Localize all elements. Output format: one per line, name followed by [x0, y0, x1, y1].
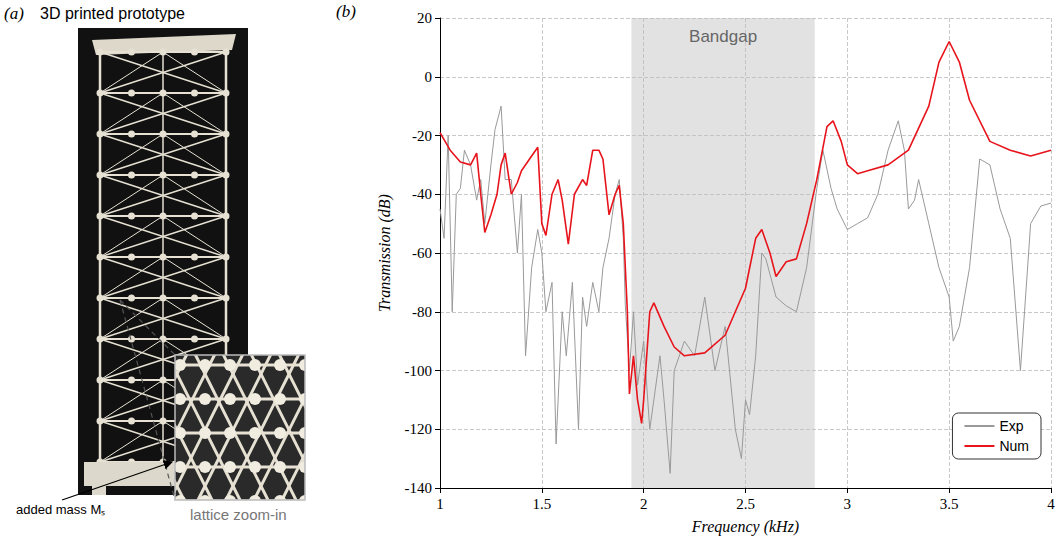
svg-text:2: 2 — [640, 496, 648, 512]
svg-text:Exp: Exp — [999, 418, 1023, 434]
svg-text:3: 3 — [844, 496, 852, 512]
svg-text:20: 20 — [417, 10, 432, 26]
html-text:(b): (b) — [336, 2, 356, 21]
svg-text:-20: -20 — [412, 128, 432, 144]
svg-text:1: 1 — [436, 496, 444, 512]
svg-text:-80: -80 — [412, 304, 432, 320]
svg-text:added mass Mₛ: added mass Mₛ — [16, 502, 105, 517]
svg-text:2.5: 2.5 — [736, 496, 755, 512]
svg-text:-120: -120 — [405, 421, 433, 437]
svg-text:4: 4 — [1047, 496, 1055, 512]
svg-text:-140: -140 — [405, 480, 433, 496]
svg-text:Num: Num — [999, 438, 1029, 454]
svg-text:Frequency (kHz): Frequency (kHz) — [691, 518, 799, 536]
svg-text:lattice zoom-in: lattice zoom-in — [190, 506, 287, 523]
svg-text:-100: -100 — [405, 363, 433, 379]
svg-text:0: 0 — [425, 69, 433, 85]
svg-text:Transmission (dB): Transmission (dB) — [376, 194, 394, 312]
svg-text:(a): (a) — [4, 4, 24, 23]
svg-text:-40: -40 — [412, 186, 432, 202]
svg-text:Bandgap: Bandgap — [689, 27, 757, 46]
svg-text:3.5: 3.5 — [940, 496, 959, 512]
svg-text:-60: -60 — [412, 245, 432, 261]
svg-text:3D printed prototype: 3D printed prototype — [40, 5, 185, 22]
svg-text:1.5: 1.5 — [532, 496, 551, 512]
